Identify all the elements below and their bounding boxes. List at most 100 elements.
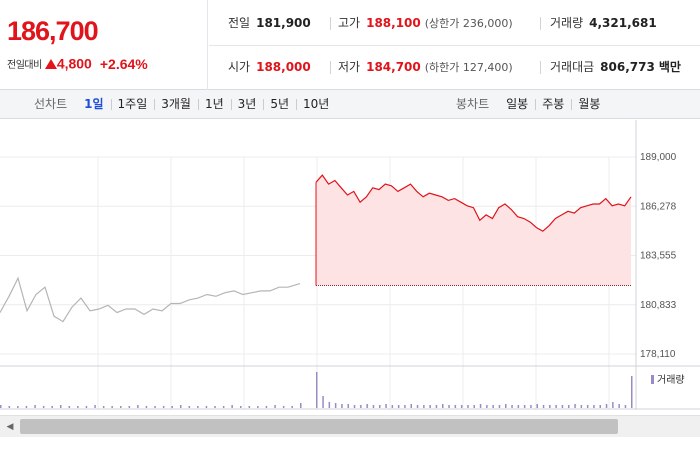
tab-1week[interactable]: 1주일 xyxy=(110,90,155,119)
price-summary: 186,700 전일대비 4,800 +2.64% 전일 181,900 고가 188,… xyxy=(0,0,700,90)
scroll-left-icon[interactable]: ◀ xyxy=(6,422,14,432)
volume-bar xyxy=(555,405,557,408)
tab-10year[interactable]: 10년 xyxy=(296,90,336,119)
volume-bar xyxy=(479,404,482,408)
volume-bar-prior xyxy=(171,406,173,408)
volume-bar-prior xyxy=(162,406,165,408)
y-tick-label: 189,000 xyxy=(640,152,677,163)
volume-bar-prior xyxy=(8,406,11,408)
tab-5year[interactable]: 5년 xyxy=(263,90,296,119)
volume-bar-prior xyxy=(77,406,79,408)
tab-3month[interactable]: 3개월 xyxy=(154,90,198,119)
tab-weekly-candle[interactable]: 주봉 xyxy=(535,90,571,119)
tab-monthly-candle[interactable]: 월봉 xyxy=(571,90,607,119)
volume-bar xyxy=(448,405,450,408)
volume-bar xyxy=(423,405,425,408)
volume-bar-prior xyxy=(274,405,276,408)
stat-divider xyxy=(330,61,331,74)
change-percent: +2.64% xyxy=(99,55,148,72)
volume-bar xyxy=(322,396,324,408)
volume-bar-prior xyxy=(102,406,105,408)
stat-divider xyxy=(540,17,541,30)
volume-bar-prior xyxy=(25,406,28,408)
stat-amount: 거래대금 806,773 백만 xyxy=(550,60,681,74)
volume-bar-prior xyxy=(265,406,268,408)
volume-bar xyxy=(454,405,457,408)
current-price: 186,700 xyxy=(7,16,99,46)
volume-bar xyxy=(492,405,494,408)
y-tick-label: 183,555 xyxy=(640,251,677,262)
volume-bar xyxy=(410,404,412,408)
price-chart[interactable]: 189,000 186,278 183,555 180,833 178,110 거래량 xyxy=(0,120,700,415)
candle-chart-tabs: 봉차트 일봉 주봉 월봉 xyxy=(456,90,607,119)
volume-bar-prior xyxy=(0,405,2,408)
volume-bar xyxy=(549,405,551,408)
volume-bar xyxy=(460,405,463,408)
price-chart-svg: 189,000 186,278 183,555 180,833 178,110 xyxy=(0,120,700,410)
volume-bar-prior xyxy=(222,406,225,408)
volume-bar xyxy=(391,405,394,408)
up-triangle-icon xyxy=(44,58,57,69)
volume-bar-prior xyxy=(154,406,156,408)
volume-bar xyxy=(473,405,475,408)
volume-bar-prior xyxy=(85,406,88,408)
current-session-line xyxy=(315,174,632,232)
volume-bar xyxy=(505,404,507,408)
change-label: 전일대비 xyxy=(7,60,42,71)
volume-bar-prior xyxy=(34,405,36,408)
volume-bar-prior xyxy=(137,405,139,408)
tab-daily-candle[interactable]: 일봉 xyxy=(506,97,529,111)
price-change: 전일대비 4,800 +2.64% xyxy=(7,53,148,72)
volume-bar xyxy=(536,404,538,408)
tab-1day[interactable]: 1일 xyxy=(84,97,104,111)
volume-bar xyxy=(467,405,469,408)
volume-bar xyxy=(404,405,406,408)
volume-bar-prior xyxy=(257,406,259,408)
volume-bar xyxy=(486,405,488,408)
stat-low: 저가 184,700 (하한가 127,400) xyxy=(338,60,513,74)
volume-bar xyxy=(574,404,576,408)
volume-legend: 거래량 xyxy=(651,371,685,386)
volume-bar xyxy=(353,405,356,408)
y-tick-label: 186,278 xyxy=(640,201,677,212)
tab-3year[interactable]: 3년 xyxy=(230,90,264,119)
volume-bar-prior xyxy=(205,406,208,408)
volume-bar xyxy=(397,405,400,408)
volume-bar xyxy=(442,404,444,408)
volume-bar xyxy=(542,405,545,408)
volume-bar-prior xyxy=(231,405,233,408)
change-value: 4,800 xyxy=(56,55,92,72)
volume-bar xyxy=(593,405,595,408)
volume-bar xyxy=(429,405,431,408)
volume-bar xyxy=(379,405,381,408)
volume-bar xyxy=(523,405,526,408)
volume-bar xyxy=(360,405,362,408)
volume-bar xyxy=(568,405,570,408)
volume-bar-prior xyxy=(60,405,62,408)
volume-bar-prior xyxy=(240,406,242,408)
volume-bar-prior xyxy=(42,406,45,408)
volume-bar-prior xyxy=(68,406,71,408)
volume-bar-prior xyxy=(248,406,251,408)
candle-chart-label: 봉차트 xyxy=(456,97,490,111)
volume-bar-prior xyxy=(197,406,199,408)
volume-bar-prior xyxy=(111,406,113,408)
volume-bar xyxy=(517,405,520,408)
volume-bar xyxy=(316,372,318,408)
tab-1year[interactable]: 1년 xyxy=(197,90,231,119)
volume-bar-prior xyxy=(291,406,293,408)
line-chart-label: 선차트 xyxy=(34,97,68,111)
volume-bar-prior xyxy=(180,405,182,408)
chart-scrollbar[interactable]: ◀ xyxy=(0,415,700,437)
stat-divider xyxy=(540,61,541,74)
stat-volume: 거래량 4,321,681 xyxy=(550,16,657,30)
volume-bar xyxy=(511,405,513,408)
volume-bar xyxy=(605,404,608,408)
scroll-thumb[interactable] xyxy=(20,419,618,434)
y-tick-label: 178,110 xyxy=(640,349,676,360)
volume-bar xyxy=(612,402,614,408)
volume-bar-prior xyxy=(120,406,122,408)
volume-bar xyxy=(624,405,627,408)
volume-bar xyxy=(618,404,620,408)
volume-bar xyxy=(530,405,532,408)
